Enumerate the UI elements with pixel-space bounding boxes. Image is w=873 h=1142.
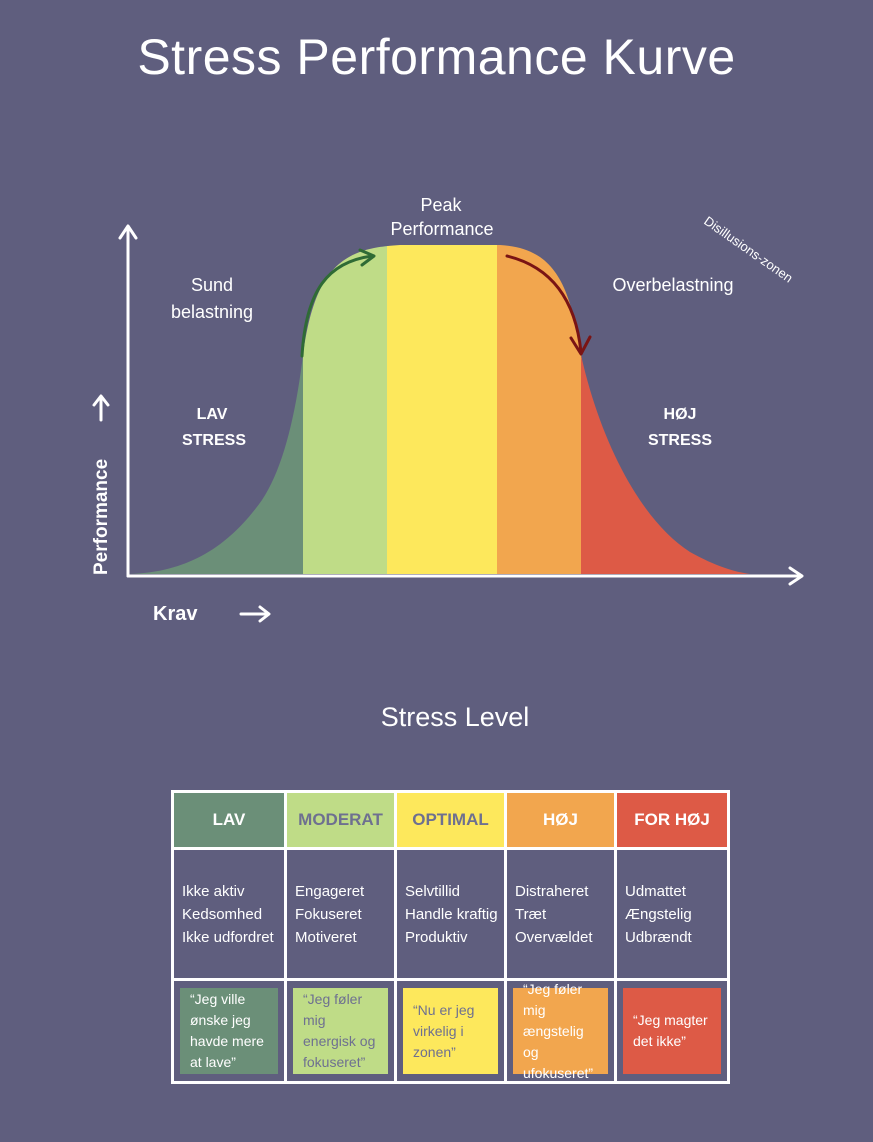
level-header-too-high: FOR HØJ bbox=[614, 790, 730, 850]
high-stress-line1: HØJ bbox=[664, 406, 697, 423]
curve-arrows bbox=[300, 248, 592, 358]
descriptor: Produktiv bbox=[405, 928, 468, 946]
level-descriptors-high: Distraheret Træt Overvældet bbox=[504, 847, 617, 981]
performance-up-arrow bbox=[92, 394, 110, 422]
descriptor: Træt bbox=[515, 905, 547, 923]
descriptor: Udbrændt bbox=[625, 928, 692, 946]
level-quote-high: “Jeg føler mig ængstelig og ufokuseret” bbox=[513, 981, 608, 1081]
stress-level-heading: Stress Level bbox=[380, 702, 530, 732]
descriptor: Ikke udfordret bbox=[182, 928, 274, 946]
peak-label-line2: Performance bbox=[390, 219, 493, 239]
descriptor: Kedsomhed bbox=[182, 905, 263, 923]
level-descriptors-moderate: Engageret Fokuseret Motiveret bbox=[284, 847, 397, 981]
level-quote-cell-moderate: “Jeg føler mig energisk og fokuseret” bbox=[284, 978, 397, 1084]
axes bbox=[118, 224, 804, 586]
level-quote-cell-too-high: “Jeg magter det ikke” bbox=[614, 978, 730, 1084]
level-quote-too-high: “Jeg magter det ikke” bbox=[623, 988, 721, 1074]
descriptor: Engageret bbox=[295, 882, 365, 900]
x-axis-arrowhead bbox=[788, 566, 804, 586]
band-moderate bbox=[303, 245, 388, 574]
descriptor: Overvældet bbox=[515, 928, 593, 946]
level-header-high: HØJ bbox=[504, 790, 617, 850]
descriptor: Fokuseret bbox=[295, 905, 362, 923]
fall-arrow bbox=[505, 254, 583, 354]
x-axis-label: Krav bbox=[153, 603, 198, 625]
level-quote-cell-high: “Jeg føler mig ængstelig og ufokuseret” bbox=[504, 978, 617, 1084]
table-descriptor-row: Ikke aktiv Kedsomhed Ikke udfordret Enga… bbox=[171, 847, 730, 981]
fall-arrow-head bbox=[569, 335, 592, 356]
healthy-label-line2: belastning bbox=[171, 302, 253, 322]
descriptor: Ikke aktiv bbox=[182, 882, 245, 900]
descriptor: Handle kraftig bbox=[405, 905, 498, 923]
level-descriptors-optimal: Selvtillid Handle kraftig Produktiv bbox=[394, 847, 507, 981]
high-stress-line2: STRESS bbox=[648, 432, 712, 449]
level-header-optimal: OPTIMAL bbox=[394, 790, 507, 850]
krav-right-arrow bbox=[239, 605, 271, 623]
descriptor: Ængstelig bbox=[625, 905, 692, 923]
table-header-row: LAV MODERAT OPTIMAL HØJ FOR HØJ bbox=[171, 790, 730, 850]
level-header-low: LAV bbox=[171, 790, 287, 850]
level-quote-moderate: “Jeg føler mig energisk og fokuseret” bbox=[293, 988, 388, 1074]
stress-performance-curve: Performance Krav Peak Performance Sund b… bbox=[91, 195, 804, 625]
descriptor: Motiveret bbox=[295, 928, 357, 946]
table-quote-row: “Jeg ville ønske jeg havde mere at lave”… bbox=[171, 978, 730, 1084]
healthy-label-line1: Sund bbox=[191, 275, 233, 295]
y-axis-arrowhead bbox=[118, 224, 138, 240]
rise-arrow-head bbox=[358, 248, 376, 267]
level-quote-optimal: “Nu er jeg virkelig i zonen” bbox=[403, 988, 498, 1074]
label-arrows bbox=[92, 394, 271, 623]
rise-arrow bbox=[300, 254, 374, 358]
level-quote-low: “Jeg ville ønske jeg havde mere at lave” bbox=[180, 988, 278, 1074]
low-stress-line1: LAV bbox=[197, 406, 228, 423]
level-quote-cell-optimal: “Nu er jeg virkelig i zonen” bbox=[394, 978, 507, 1084]
y-axis-label: Performance bbox=[91, 459, 112, 575]
band-optimal bbox=[387, 245, 498, 574]
descriptor: Selvtillid bbox=[405, 882, 461, 900]
stress-level-table: LAV MODERAT OPTIMAL HØJ FOR HØJ Ikke akt… bbox=[171, 790, 730, 1084]
low-stress-line2: STRESS bbox=[182, 432, 246, 449]
level-quote-cell-low: “Jeg ville ønske jeg havde mere at lave” bbox=[171, 978, 287, 1084]
level-descriptors-low: Ikke aktiv Kedsomhed Ikke udfordret bbox=[171, 847, 287, 981]
descriptor: Distraheret bbox=[515, 882, 589, 900]
peak-label-line1: Peak bbox=[420, 195, 462, 215]
descriptor: Udmattet bbox=[625, 882, 686, 900]
level-descriptors-too-high: Udmattet Ængstelig Udbrændt bbox=[614, 847, 730, 981]
band-high bbox=[497, 245, 582, 574]
page-title: Stress Performance Kurve bbox=[137, 29, 736, 85]
level-header-moderate: MODERAT bbox=[284, 790, 397, 850]
overload-label: Overbelastning bbox=[612, 275, 733, 295]
